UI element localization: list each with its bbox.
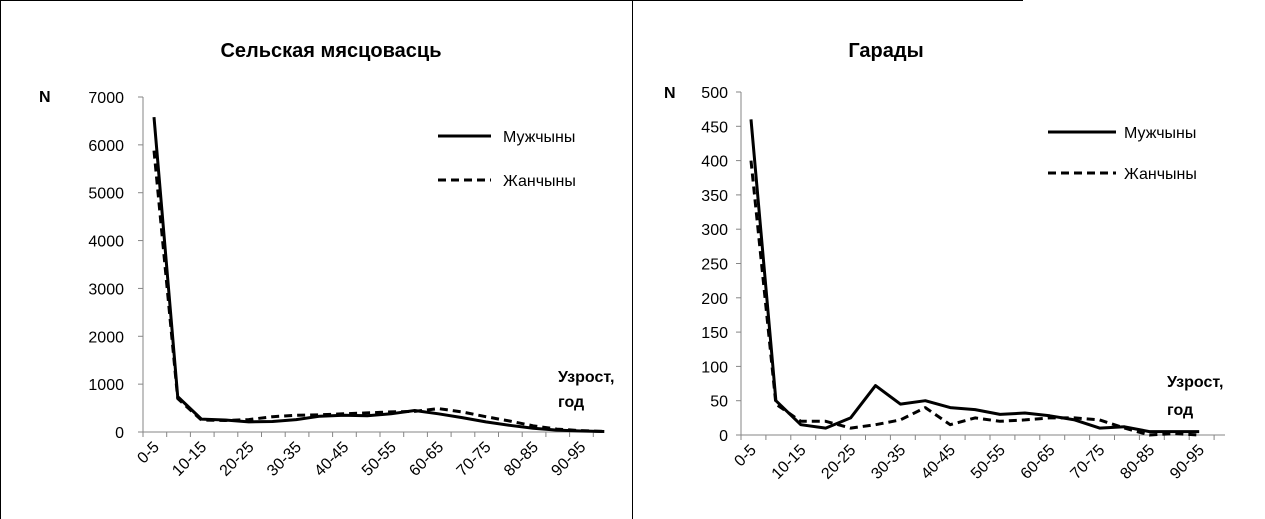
y-tick-label: 1000 xyxy=(88,377,124,394)
y-tick-label: 6000 xyxy=(88,138,124,155)
x-tick-label: 30-35 xyxy=(868,442,909,483)
x-tick-label: 40-45 xyxy=(311,439,352,480)
y-tick-label: 0 xyxy=(719,428,728,445)
chart-title: Гарады xyxy=(848,40,923,62)
chart-title: Сельская мясцовасць xyxy=(220,40,441,62)
legend-label: Жанчыны xyxy=(1124,166,1197,183)
y-tick-label: 50 xyxy=(710,394,728,411)
y-tick-label: 7000 xyxy=(88,90,124,107)
x-tick-label: 90-95 xyxy=(548,439,589,480)
y-tick-label: 450 xyxy=(701,119,728,136)
y-tick-label: 350 xyxy=(701,188,728,205)
x-tick-label: 70-75 xyxy=(454,439,495,480)
y-tick-label: 4000 xyxy=(88,234,124,251)
chart-rural-svg: Сельская мясцовасць N 0 1000 2000 3000 4000 500… xyxy=(39,40,614,480)
x-axis-label: Узрост, xyxy=(558,369,614,386)
series-line-men xyxy=(152,116,605,433)
x-tick-label: 30-35 xyxy=(264,439,305,480)
y-tick-label: 300 xyxy=(701,222,728,239)
y-tick-label: 150 xyxy=(701,325,728,342)
x-tick-label: 10-15 xyxy=(169,439,210,480)
x-tick-label: 0-5 xyxy=(731,442,759,470)
y-axis-label: N xyxy=(664,85,676,102)
x-tick-label: 40-45 xyxy=(918,442,959,483)
series-line-women xyxy=(152,150,605,433)
panel-top-border xyxy=(633,0,1023,1)
x-axis-label-unit: год xyxy=(1167,402,1193,419)
y-axis-label: N xyxy=(39,89,51,106)
y-tick-label: 100 xyxy=(701,359,728,376)
legend-label: Мужчыны xyxy=(1124,125,1196,142)
y-tick-label: 5000 xyxy=(88,186,124,203)
y-tick-label: 3000 xyxy=(88,281,124,298)
x-tick-label: 60-65 xyxy=(1018,442,1059,483)
series-line-men xyxy=(749,119,1200,434)
y-tick-label: 500 xyxy=(701,85,728,102)
x-tick-label: 20-25 xyxy=(818,442,859,483)
chart-towns-svg: Гарады N 0 50 100 150 200 250 300 350 400 450 500 0-5… xyxy=(664,40,1225,483)
x-tick-label: 80-85 xyxy=(501,439,542,480)
legend-label: Мужчыны xyxy=(503,129,575,146)
y-tick-label: 250 xyxy=(701,257,728,274)
x-tick-label: 20-25 xyxy=(217,439,258,480)
x-axis-label: Узрост, xyxy=(1167,374,1223,391)
legend-label: Жанчыны xyxy=(503,173,576,190)
x-tick-label: 10-15 xyxy=(769,442,810,483)
x-tick-label: 0-5 xyxy=(134,439,162,467)
x-axis-label-unit: год xyxy=(558,394,584,411)
y-tick-label: 2000 xyxy=(88,329,124,346)
chart-panel-rural: Сельская мясцовасць N 0 1000 2000 3000 4000 500… xyxy=(0,0,634,519)
x-tick-label: 90-95 xyxy=(1167,442,1208,483)
series-line-women xyxy=(749,160,1200,437)
x-tick-label: 50-55 xyxy=(359,439,400,480)
y-tick-label: 400 xyxy=(701,154,728,171)
y-tick-label: 200 xyxy=(701,291,728,308)
x-tick-label: 80-85 xyxy=(1117,442,1158,483)
x-tick-label: 50-55 xyxy=(968,442,1009,483)
x-tick-label: 60-65 xyxy=(406,439,447,480)
y-tick-label: 0 xyxy=(115,425,124,442)
chart-panel-towns: Гарады N 0 50 100 150 200 250 300 350 400 450 500 0-5… xyxy=(633,0,1265,519)
x-tick-label: 70-75 xyxy=(1067,442,1108,483)
panel-top-border xyxy=(1,0,634,1)
